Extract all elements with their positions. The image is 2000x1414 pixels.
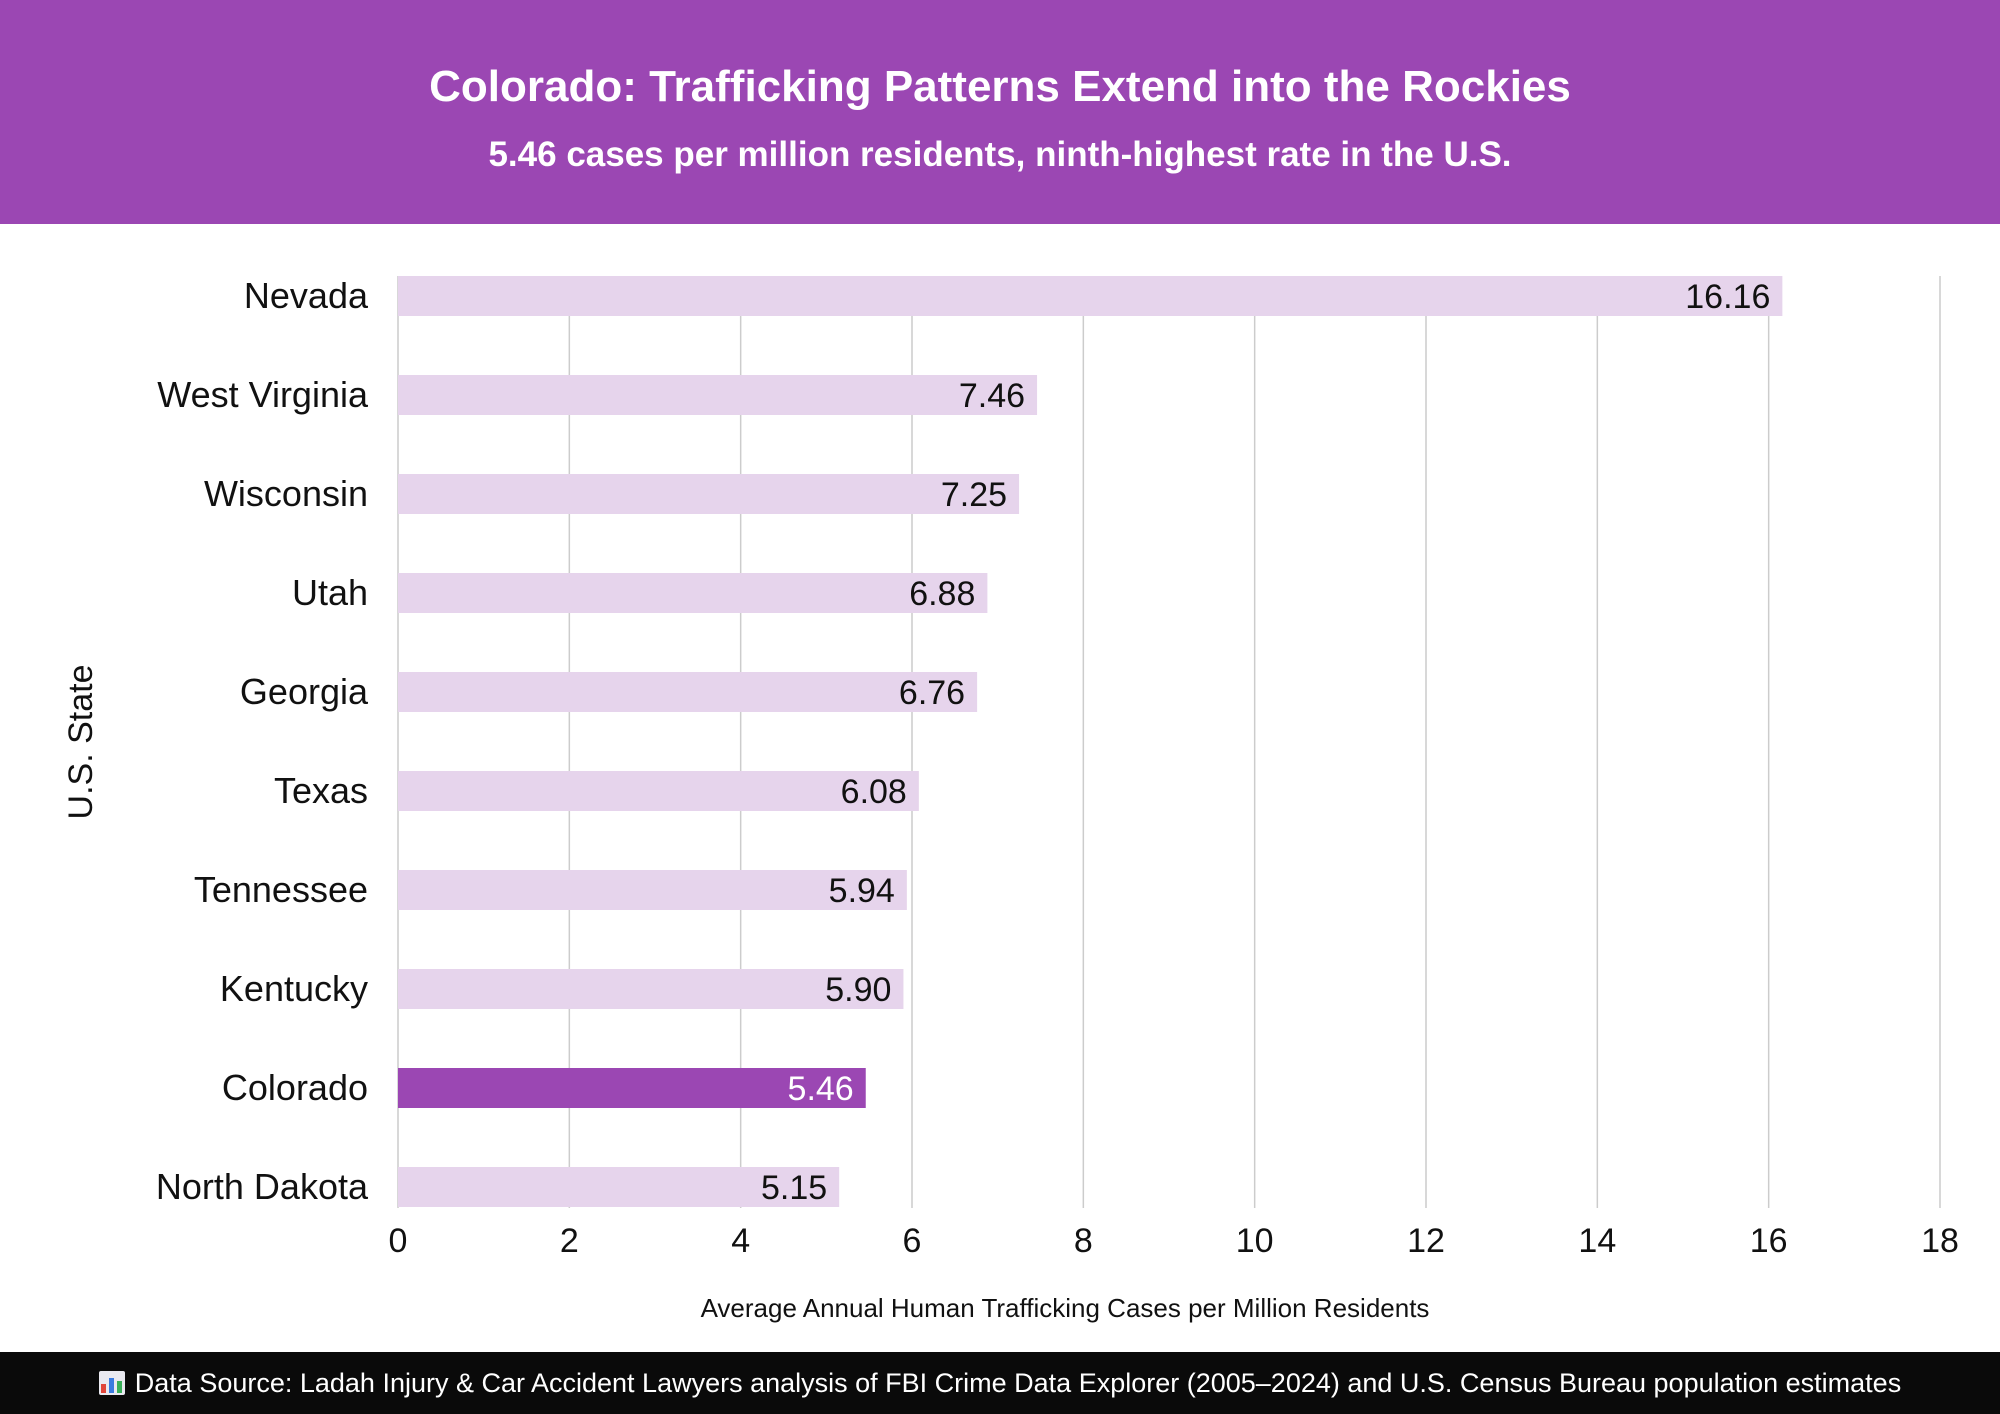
bar-chart: 16.16 7.46 7.25 6.88 6.76 6.08 5.94 5.90 5.46 5.1… xyxy=(62,275,1959,1323)
x-tick-label: 0 xyxy=(389,1222,408,1260)
category-label: Nevada xyxy=(244,275,369,316)
category-label: North Dakota xyxy=(156,1166,369,1207)
category-label: Texas xyxy=(274,770,368,811)
x-tick-label: 10 xyxy=(1236,1222,1274,1260)
bar xyxy=(398,573,988,613)
bar-value-label: 6.08 xyxy=(841,773,907,811)
bar-value-label: 7.46 xyxy=(959,377,1025,415)
x-tick-label: 2 xyxy=(560,1222,579,1260)
x-tick-label: 4 xyxy=(731,1222,750,1260)
bar-value-label: 5.15 xyxy=(761,1169,827,1207)
x-tick-label: 6 xyxy=(903,1222,922,1260)
bar-value-label: 6.88 xyxy=(909,575,975,613)
bar-value-label: 5.90 xyxy=(825,971,891,1009)
grid-lines xyxy=(397,276,1941,1208)
bar xyxy=(398,672,978,712)
data-source-text: Data Source: Ladah Injury & Car Accident… xyxy=(134,1367,1902,1398)
category-label: Tennessee xyxy=(194,869,368,910)
bar-value-label: 16.16 xyxy=(1685,278,1770,316)
bar-value-label: 5.46 xyxy=(788,1070,854,1108)
chart-header: Colorado: Trafficking Patterns Extend in… xyxy=(0,0,2000,224)
bar xyxy=(398,474,1020,514)
chart-title: Colorado: Trafficking Patterns Extend in… xyxy=(429,62,1571,111)
chart-subtitle: 5.46 cases per million residents, ninth-… xyxy=(488,135,1512,174)
bar xyxy=(398,969,904,1009)
bars: 16.16 7.46 7.25 6.88 6.76 6.08 5.94 5.90 5.46 5.1… xyxy=(398,276,1783,1207)
x-tick-labels: 0 2 4 6 8 10 12 14 16 18 xyxy=(389,1222,1959,1260)
category-label: Utah xyxy=(292,572,368,613)
category-label: Georgia xyxy=(240,671,369,712)
category-label: West Virginia xyxy=(157,374,369,415)
bar xyxy=(398,276,1783,316)
y-axis-title: U.S. State xyxy=(62,665,100,820)
category-label: Wisconsin xyxy=(204,473,368,514)
bar xyxy=(398,870,907,910)
bar xyxy=(398,771,919,811)
data-source-footer: Data Source: Ladah Injury & Car Accident… xyxy=(0,1352,2000,1414)
bar-value-label: 6.76 xyxy=(899,674,965,712)
bar-chart-icon xyxy=(98,1371,125,1395)
bar-value-label: 7.25 xyxy=(941,476,1007,514)
category-labels: Nevada West Virginia Wisconsin Utah Georgia T… xyxy=(156,275,369,1207)
bar xyxy=(398,375,1038,415)
x-tick-label: 18 xyxy=(1921,1222,1959,1260)
bar-highlighted xyxy=(398,1068,866,1108)
category-label: Colorado xyxy=(222,1067,368,1108)
x-tick-label: 8 xyxy=(1074,1222,1093,1260)
x-tick-label: 12 xyxy=(1407,1222,1445,1260)
x-tick-label: 14 xyxy=(1578,1222,1616,1260)
bar xyxy=(398,1167,840,1207)
category-label: Kentucky xyxy=(220,968,368,1009)
bar-value-label: 5.94 xyxy=(829,872,895,910)
x-tick-label: 16 xyxy=(1750,1222,1788,1260)
x-axis-title: Average Annual Human Trafficking Cases p… xyxy=(701,1293,1430,1323)
